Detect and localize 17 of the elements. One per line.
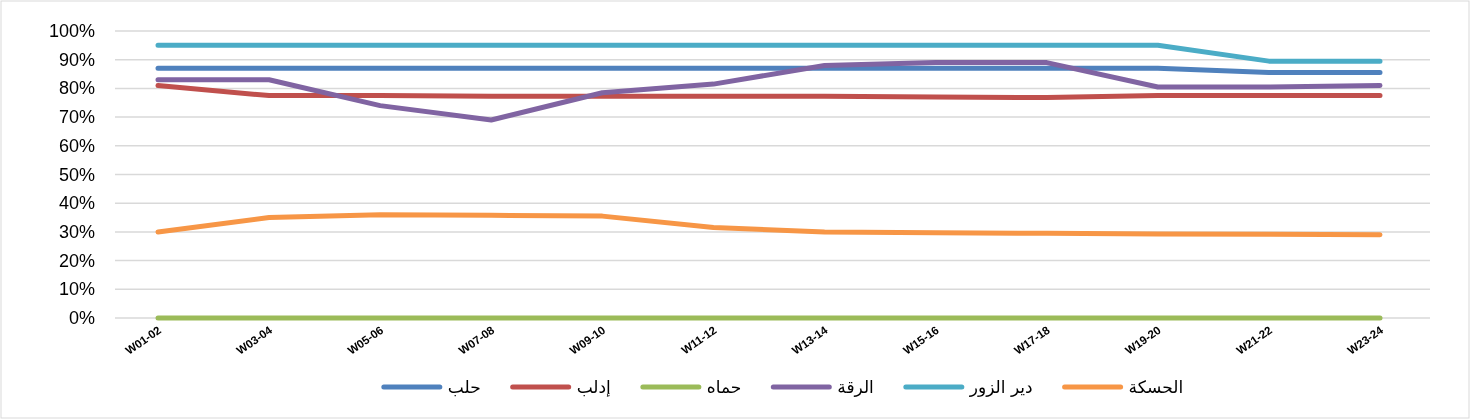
y-tick-label: 90% xyxy=(58,49,95,70)
y-tick-label: 80% xyxy=(58,78,95,99)
y-tick-label: 40% xyxy=(58,193,95,214)
legend-label: حلب xyxy=(447,377,481,397)
y-tick-label: 0% xyxy=(68,308,95,328)
legend-label: الحسكة xyxy=(1128,377,1184,397)
y-tick-label: 50% xyxy=(58,164,95,185)
legend-label: حماه xyxy=(706,377,742,397)
y-tick-label: 100% xyxy=(48,21,95,41)
legend-label: الرقة xyxy=(837,377,874,397)
y-tick-label: 60% xyxy=(58,135,95,156)
y-tick-label: 10% xyxy=(58,279,95,300)
legend-label: دير الزور xyxy=(968,377,1033,397)
legend-label: إدلب xyxy=(576,377,611,397)
y-tick-label: 30% xyxy=(58,221,95,242)
y-tick-label: 70% xyxy=(58,107,95,128)
y-tick-label: 20% xyxy=(58,250,95,271)
